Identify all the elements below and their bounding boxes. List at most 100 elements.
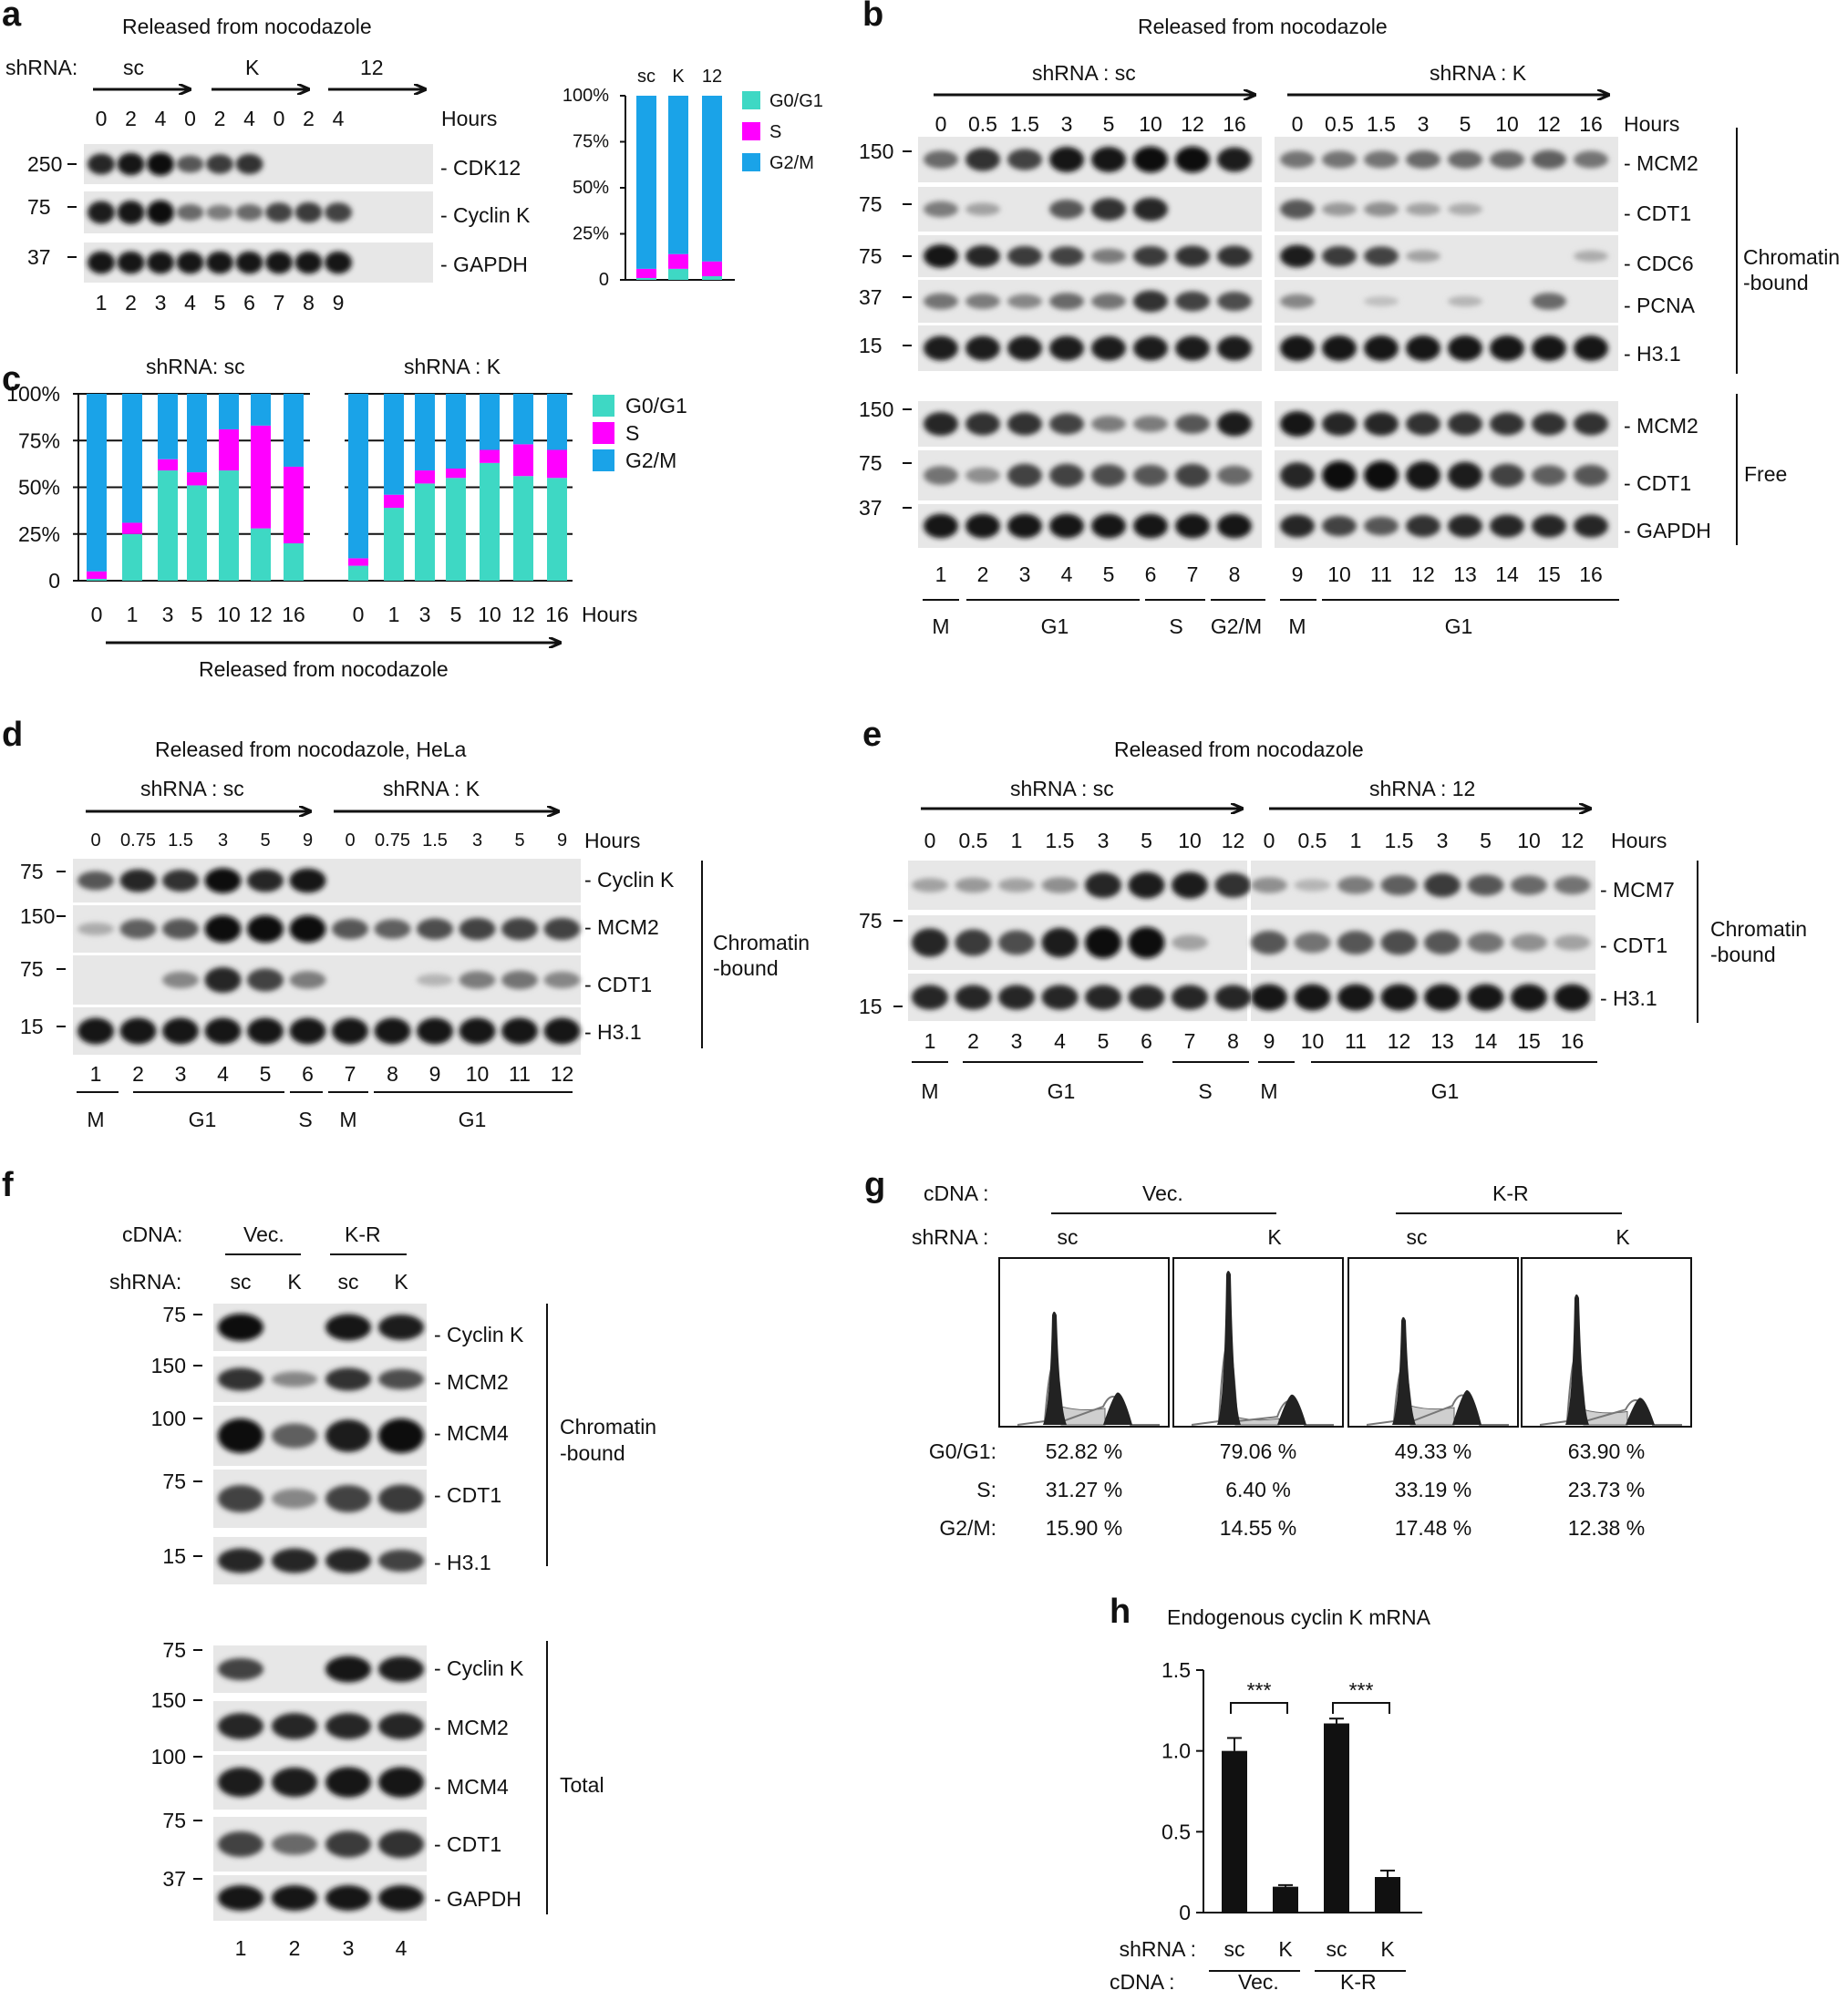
- panel-a-chart-legend-swatch: [742, 153, 760, 171]
- panel-d-hour: 5: [260, 830, 270, 851]
- panel-f-lane: 3: [343, 1936, 355, 1960]
- panel-c-bar-s: [446, 469, 466, 479]
- panel-d-blot-band: [459, 971, 496, 989]
- panel-b-mw: 75: [859, 192, 883, 216]
- panel-g-percent-table: G0/G1: 52.82 % 79.06 % 49.33 % 63.90 % S: 31.2…: [929, 1439, 1645, 1540]
- panel-a-blot-2-band: [147, 251, 174, 274]
- panel-b-blot-top-sc-band: [1091, 293, 1126, 310]
- panel-d: d Released from nocodazole, HeLa shRNA :…: [2, 716, 810, 1131]
- panel-d-blot-band: [162, 971, 199, 989]
- panel-a-chart-legend-label: S: [769, 122, 781, 142]
- panel-b-hour: 12: [1181, 112, 1204, 136]
- panel-f-mw-markers: 75 150 100 75 15 75 150 100 75 37: [151, 1303, 202, 1891]
- panel-d-lane: 10: [466, 1062, 490, 1086]
- panel-f-blot-top-band: [325, 1367, 371, 1391]
- panel-c-bar-s: [480, 449, 500, 463]
- panel-e-group-12: shRNA : 12: [1369, 777, 1475, 800]
- panel-e-hour: 3: [1098, 829, 1110, 852]
- panel-b-blot-bottom-k-band: [1574, 464, 1608, 487]
- panel-f-shrna: K: [287, 1270, 302, 1294]
- panel-b-blot-top-sc-band: [1133, 290, 1168, 313]
- panel-a-chart-bar-g0g1: [636, 277, 656, 280]
- panel-f-blot-top-band: [378, 1549, 424, 1573]
- panel-d-mw-markers: 75 150 75 15: [20, 860, 66, 1038]
- panel-e-blot-12-band: [1294, 932, 1331, 954]
- panel-a-chart-bar-s: [702, 261, 722, 276]
- panel-b-blot-top-k-band: [1532, 293, 1566, 310]
- panel-g-value: 63.90 %: [1568, 1439, 1645, 1463]
- panel-b-group-k: shRNA : K: [1430, 61, 1527, 85]
- panel-f-blots: [213, 1304, 427, 1921]
- panel-c-legend-swatch: [593, 395, 614, 417]
- panel-d-blot-band: [247, 968, 284, 992]
- panel-e-lane: 13: [1430, 1029, 1454, 1053]
- panel-a-chart-category: 12: [702, 67, 722, 87]
- panel-d-blots: [73, 859, 581, 1055]
- panel-d-lane: 1: [90, 1062, 102, 1086]
- panel-d-hour: 0: [345, 830, 355, 851]
- panel-b-blot-top-sc-band: [1007, 245, 1042, 267]
- panel-f-cdna-kr: K-R: [345, 1222, 381, 1246]
- panel-h-ytick-label: 1.5: [1161, 1658, 1191, 1682]
- panel-b-protein: - GAPDH: [1624, 519, 1711, 542]
- panel-b-lane: 5: [1103, 562, 1115, 586]
- panel-g-value: 17.48 %: [1395, 1516, 1471, 1540]
- panel-d-blot-band: [289, 1017, 326, 1045]
- panel-e-blot-12-band: [1380, 984, 1418, 1011]
- panel-f-mw: 75: [162, 1638, 186, 1662]
- panel-f-lane: 4: [396, 1936, 408, 1960]
- panel-f-blot-top-band: [325, 1314, 371, 1341]
- panel-g-value: 23.73 %: [1568, 1478, 1645, 1501]
- panel-b-blot-bottom-sc-band: [1175, 463, 1210, 488]
- panel-c-bar-s: [251, 425, 271, 529]
- panel-a-title: Released from nocodazole: [122, 15, 372, 38]
- panel-b-blot-bottom-sc-band: [965, 412, 1000, 436]
- panel-b-phases: M G1 S G2/M M G1: [923, 599, 1619, 638]
- panel-a-lane: 7: [274, 291, 285, 315]
- panel-e-blot-12-band: [1424, 931, 1461, 954]
- panel-d-lane: 4: [217, 1062, 229, 1086]
- panel-f-protein: - MCM2: [434, 1716, 509, 1739]
- panel-b-protein-labels: - MCM2 - CDT1 - CDC6 - PCNA - H3.1 - MCM2 - CD…: [1624, 151, 1711, 542]
- panel-b-blot-top-k-band: [1448, 150, 1482, 169]
- panel-b-blot-top-sc-band: [1133, 245, 1168, 267]
- panel-d-hour: 0.75: [375, 830, 410, 851]
- panel-b-blot-bottom-sc-band: [1217, 513, 1252, 539]
- panel-b-hour: 0.5: [1325, 112, 1354, 136]
- panel-f-blot-top-band: [378, 1368, 424, 1390]
- panel-d-blot-band: [204, 966, 242, 994]
- panel-e-blot-12-band: [1554, 934, 1591, 951]
- panel-b-blot-bottom-sc-band: [1217, 465, 1252, 486]
- panel-a-blot-2-band: [325, 251, 352, 274]
- panel-e-blot-sc-band: [1128, 985, 1165, 1010]
- panel-h-shrna: sc: [1327, 1937, 1347, 1961]
- panel-c-bar-s: [122, 522, 142, 534]
- panel-e-blot-12-band: [1424, 984, 1461, 1011]
- panel-f-blot-top-band: [218, 1418, 263, 1454]
- panel-b-blot-top-sc-band: [924, 293, 958, 310]
- panel-c-ytick-label: 0: [48, 569, 60, 593]
- panel-c-legend-label: S: [625, 421, 639, 445]
- panel-e-lane: 4: [1054, 1029, 1066, 1053]
- panel-g-row-label: G0/G1:: [929, 1439, 996, 1463]
- panel-b-protein: - CDC6: [1624, 252, 1694, 275]
- panel-f-protein-labels: - Cyclin K - MCM2 - MCM4 - CDT1 - H3.1 - Cycl…: [434, 1323, 524, 1911]
- panel-b-phase: G1: [1445, 614, 1473, 638]
- panel-c-bar-s: [513, 444, 533, 477]
- panel-a-hour: 0: [184, 107, 196, 130]
- panel-b-blot-top-k-band: [1532, 335, 1566, 361]
- panel-b-blot-bottom-k-band: [1364, 411, 1399, 437]
- panel-b-group-sc: shRNA : sc: [1032, 61, 1136, 85]
- panel-f-blot-bottom-band: [378, 1885, 424, 1911]
- panel-c-bar-g0g1: [219, 470, 239, 581]
- panel-h-bar: [1375, 1876, 1400, 1913]
- panel-b-blot-bottom-k-band: [1448, 412, 1482, 436]
- panel-e-blot-sc-band: [1172, 934, 1208, 951]
- panel-h-cdna-vec: Vec.: [1238, 1970, 1279, 1994]
- panel-c-xtick-label: 0: [91, 603, 103, 626]
- panel-c-bar-g2m: [219, 394, 239, 429]
- panel-b-blot-bottom-k-band: [1406, 461, 1440, 490]
